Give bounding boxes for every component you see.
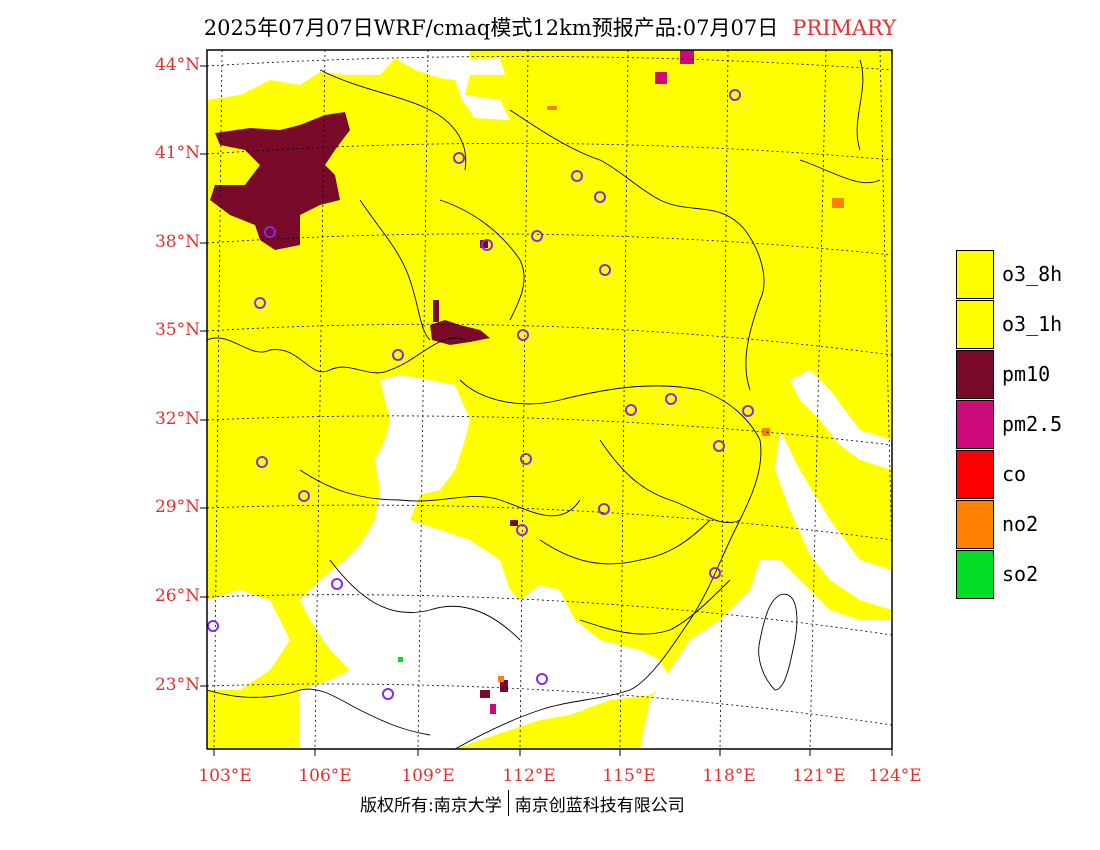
clean-area-west [207,590,290,690]
no2-spot [762,428,770,436]
lon-label: 124°E [868,766,922,786]
graticule [207,50,892,749]
legend-label: so2 [1002,562,1039,586]
primary-tag: PRIMARY [792,16,897,40]
lat-label: 38°N [154,232,200,252]
footer-divider [507,790,509,816]
copyright-left: 版权所有:南京大学 [360,795,502,816]
lon-label: 103°E [198,766,252,786]
clean-area-east-sea-2 [775,430,892,610]
legend-label: pm2.5 [1002,412,1063,436]
map-frame [206,49,893,750]
pm25-spot [680,50,694,64]
legend-swatch [956,349,994,399]
copyright-footer: 版权所有:南京大学 南京创蓝科技有限公司 [360,790,685,816]
legend-label: pm10 [1002,362,1051,386]
legend-item-o3-1h: o3_1h [956,299,1062,349]
legend-swatch [956,299,994,349]
lat-label: 26°N [154,586,200,606]
legend-item-o3-8h: o3_8h [956,249,1062,299]
legend-label: o3_1h [1002,312,1063,336]
pm25-spot [655,72,667,84]
pm10-area-inner-mongolia [210,112,350,250]
pollutant-legend: o3_8h o3_1h pm10 pm2.5 co no2 so2 [956,249,1062,599]
axis-ticks [200,65,893,756]
pm10-spot [500,680,508,692]
title-text: 2025年07月07日WRF/cmaq模式12km预报产品:07月07日 [203,16,779,40]
lon-label: 121°E [792,766,846,786]
legend-item-no2: no2 [956,499,1062,549]
no2-spot [498,676,504,682]
lat-label: 41°N [154,143,200,163]
legend-label: no2 [1002,512,1039,536]
legend-swatch [956,499,994,549]
legend-label: o3_8h [1002,262,1063,286]
so2-spot [398,657,403,662]
clean-area-north [207,50,510,120]
pm10-spot [510,520,518,526]
lat-label: 35°N [154,320,200,340]
lat-label: 23°N [154,675,200,695]
station-markers [207,89,754,700]
legend-label: co [1002,462,1027,486]
lat-label: 44°N [154,55,200,75]
pm10-spot [433,300,439,322]
no2-spot [832,198,844,208]
legend-item-co: co [956,449,1062,499]
lat-label: 32°N [154,409,200,429]
no2-spot [547,106,557,110]
lon-label: 115°E [602,766,656,786]
legend-swatch [956,249,994,299]
lon-label: 118°E [702,766,756,786]
legend-swatch [956,549,994,599]
legend-item-pm25: pm2.5 [956,399,1062,449]
clean-area-east-sea [790,370,892,470]
map-title: 2025年07月07日WRF/cmaq模式12km预报产品:07月07日 PRIM… [0,12,1100,42]
boundaries [207,59,881,749]
lon-label: 112°E [502,766,556,786]
lon-label: 106°E [298,766,352,786]
clean-area-south [300,375,670,749]
lat-label: 29°N [154,497,200,517]
legend-swatch [956,449,994,499]
pm10-spot [480,690,490,698]
copyright-right: 南京创蓝科技有限公司 [514,795,685,816]
legend-item-so2: so2 [956,549,1062,599]
pm25-spot [490,704,496,714]
legend-swatch [956,399,994,449]
pm10-spot [480,240,488,248]
legend-item-pm10: pm10 [956,349,1062,399]
lon-label: 109°E [401,766,455,786]
pm10-area-weihe [430,320,490,345]
